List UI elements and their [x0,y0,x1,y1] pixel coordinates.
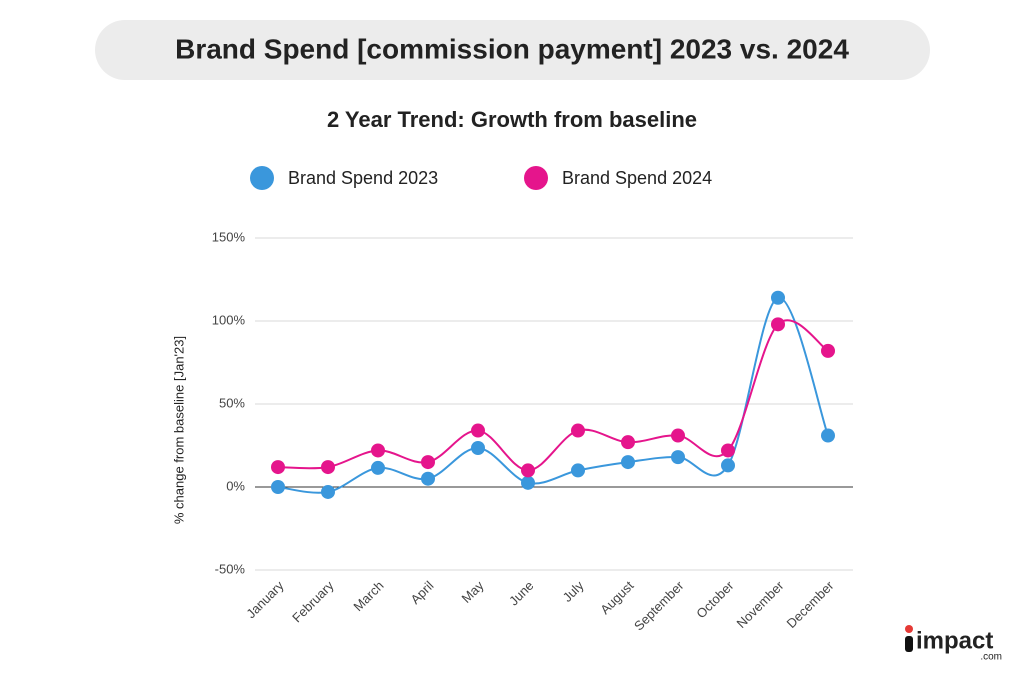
x-tick-label: August [597,578,636,617]
data-point [421,471,435,486]
data-point [571,463,585,478]
data-point [671,428,685,443]
y-tick-label: 100% [212,312,246,327]
data-point [371,443,385,458]
title-pill [95,20,930,80]
chart-title: Brand Spend [commission payment] 2023 vs… [175,33,849,64]
legend-label: Brand Spend 2023 [288,168,438,188]
x-tick-label: October [693,577,737,621]
y-tick-label: 0% [226,478,245,493]
x-tick-label: March [350,578,386,614]
data-point [521,475,535,490]
logo-dot [905,625,913,633]
y-tick-label: -50% [215,561,246,576]
data-point [721,443,735,458]
data-point [671,450,685,465]
series-line [277,296,829,494]
data-point [771,290,785,305]
logo-bar [905,636,913,652]
data-point [471,423,485,438]
x-tick-label: February [289,578,337,626]
logo-name: impact [916,627,993,654]
x-tick-label: May [459,578,487,606]
x-tick-label: September [631,577,687,633]
data-point [821,428,835,443]
data-point [471,440,485,455]
x-tick-label: December [784,577,837,630]
x-tick-label: November [734,577,787,630]
data-point [571,423,585,438]
legend-marker [524,166,548,190]
series-line [277,319,829,472]
y-tick-label: 50% [219,395,245,410]
legend-marker [250,166,274,190]
y-axis-label: % change from baseline [Jan'23] [171,336,186,524]
x-tick-label: July [560,578,587,605]
data-point [621,455,635,470]
chart-subtitle: 2 Year Trend: Growth from baseline [327,107,697,132]
data-point [821,343,835,358]
data-point [521,463,535,478]
data-point [721,458,735,473]
legend-label: Brand Spend 2024 [562,168,712,188]
data-point [621,435,635,450]
y-tick-label: 150% [212,229,246,244]
x-tick-label: April [408,578,437,607]
data-point [321,460,335,475]
x-tick-label: January [243,578,287,622]
data-point [371,460,385,475]
data-point [271,460,285,475]
data-point [321,484,335,499]
x-tick-label: June [506,578,537,609]
data-point [771,317,785,332]
data-point [271,480,285,494]
data-point [421,455,435,470]
logo-suffix: .com [980,652,1002,663]
